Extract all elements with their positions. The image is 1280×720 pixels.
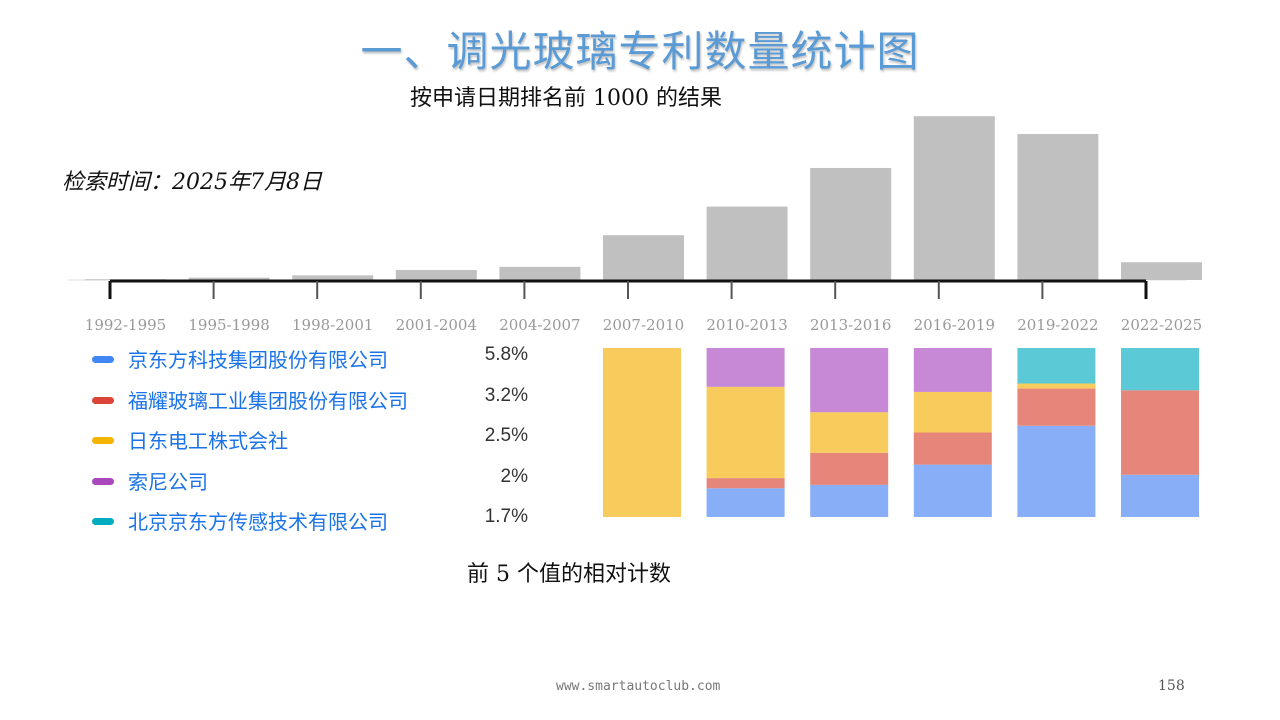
x-tick-label: 2004-2007 [499,316,580,334]
stacked-segment [603,348,681,517]
x-tick-label: 1992-1995 [85,316,166,334]
bar [1017,133,1099,280]
legend-color-swatch [92,356,114,363]
stacked-segment [706,348,785,387]
legend-label: 索尼公司 [128,469,208,494]
legend-label: 日东电工株式会社 [128,429,288,454]
legend: 京东方科技集团股份有限公司 5.8% 福耀玻璃工业集团股份有限公司 3.2% 日… [92,344,542,547]
footer-url: www.smartautoclub.com [556,679,721,694]
stacked-segment [1017,425,1096,517]
page-number: 158 [1158,678,1185,694]
x-tick-label: 2001-2004 [396,316,477,334]
legend-label: 福耀玻璃工业集团股份有限公司 [128,388,408,413]
bar [499,266,581,280]
legend-color-swatch [92,396,114,404]
x-tick-label: 2013-2016 [810,316,891,334]
legend-value: 2.5% [484,425,528,447]
legend-value: 5.8% [484,344,528,365]
x-tick-label: 2022-2025 [1121,316,1202,334]
x-tick-label: 2016-2019 [914,316,995,334]
stacked-segment [1017,388,1096,426]
stacked-segment [706,488,785,517]
bar [913,116,995,280]
legend-item: 京东方科技集团股份有限公司 5.8% [92,344,542,385]
legend-label: 北京京东方传感技术有限公司 [128,510,388,535]
stacked-segment [706,478,785,489]
x-tick-label: 2007-2010 [603,316,684,334]
stacked-segment [810,412,889,453]
stacked-segment [810,452,889,485]
bar [810,167,892,280]
bar [1121,262,1202,280]
x-tick-label: 2010-2013 [706,316,787,334]
chart-subtitle: 按申请日期排名前 1000 的结果 [410,86,722,111]
stacked-segment [1121,474,1199,517]
stacked-segment [1121,390,1199,475]
legend-item: 索尼公司 2% [92,466,542,507]
page-title: 一、调光玻璃专利数量统计图 [360,27,920,76]
legend-label: 京东方科技集团股份有限公司 [128,348,388,372]
x-tick-label: 1995-1998 [188,316,269,334]
bar [188,277,270,280]
stacked-segment [810,348,889,413]
stacked-segment [1017,348,1096,384]
stacked-chart-caption: 前 5 个值的相对计数 [467,562,671,587]
legend-value: 3.2% [484,384,528,406]
legend-color-swatch [92,437,114,445]
stacked-segment [913,391,992,433]
stacked-segment [1121,348,1199,391]
legend-item: 福耀玻璃工业集团股份有限公司 3.2% [92,385,542,426]
legend-value: 2% [500,465,528,487]
legend-item: 北京京东方传感技术有限公司 1.7% [92,506,542,547]
x-tick-label: 2019-2022 [1017,316,1098,334]
legend-color-swatch [92,477,114,485]
stacked-segment [706,386,785,479]
stacked-segment [1017,383,1096,389]
stacked-segment [913,432,992,465]
bar [395,269,477,280]
stacked-segment [913,464,992,517]
bar [603,235,684,280]
search-date-note: 检索时间：2025年7月8日 [62,170,322,195]
x-tick-label: 1998-2001 [292,316,373,334]
legend-item: 日东电工株式会社 2.5% [92,425,542,466]
bar [706,206,788,280]
legend-color-swatch [92,518,114,526]
stacked-segment [913,348,992,392]
bar [292,275,374,280]
legend-value: 1.7% [484,506,528,528]
stacked-segment [810,484,889,517]
